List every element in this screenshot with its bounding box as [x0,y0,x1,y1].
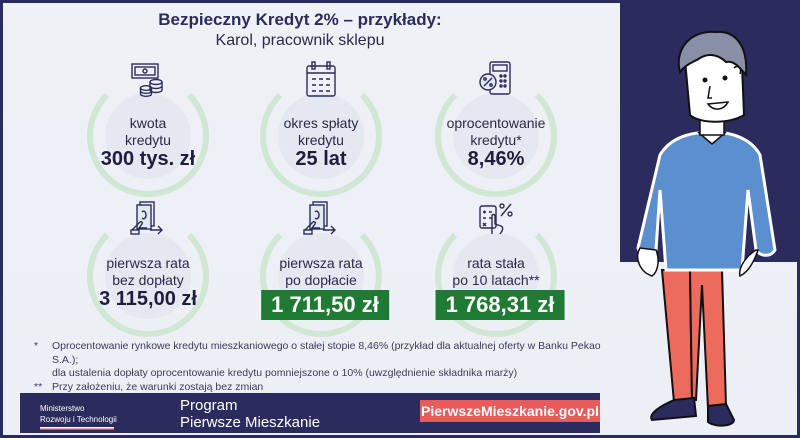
footnote: ** Przy założeniu, że warunki zostają be… [34,381,614,395]
progress-ring [435,215,557,337]
footnote: dla ustalenia dopłaty oprocentowanie kre… [34,367,614,381]
footnote-mark [34,367,52,381]
ministry-name-line1: Ministerstwo [40,404,85,413]
calculator-hand-percent-icon [479,203,513,235]
card-label-line1: oprocentowanie [446,115,546,131]
card-disc [105,233,191,319]
card-label-line1: kwota [129,115,167,131]
card-value: 8,46% [467,148,525,170]
card-label-line1: okres spłaty [283,115,359,131]
card-value-highlight: 1 711,50 zł [261,290,389,320]
progress-ring [260,75,382,197]
card-label-line2: kredytu* [470,132,522,148]
progress-ring [87,75,209,197]
card-label-line1: pierwsza rata [106,255,190,271]
program-name: Program Pierwsze Mieszkanie [180,397,320,431]
footnotes: * Oprocentowanie rynkowe kredytu mieszka… [34,340,614,394]
card-first-installment-with-subsidy: pierwsza rata po dopłacie 1 711,50 zł [245,200,405,337]
progress-ring [260,215,382,337]
man-illustration [636,30,777,427]
hand-payment-icon [130,201,163,235]
card-label-line2: kredytu [125,132,171,148]
footnote: * Oprocentowanie rynkowe kredytu mieszka… [34,340,614,367]
card-loan-amount: kwota kredytu 300 tys. zł [72,60,232,197]
card-disc [453,93,539,179]
program-name-line1: Program [180,397,238,414]
progress-ring [435,75,557,197]
money-coins-icon [131,63,163,98]
card-label-line2: kredytu [298,132,344,148]
card-interest-rate: oprocentowanie kredytu* 8,46% [420,60,580,197]
card-fixed-installment-after-10-years: rata stała po 10 latach** 1 768,31 zł [420,200,580,337]
card-label-line1: pierwsza rata [279,255,363,271]
footer-bar: Ministerstwo Rozwoju i Technologii Progr… [20,393,600,433]
flag-stripe [40,427,114,430]
card-value: 25 lat [295,148,347,170]
ministry-name-line2: Rozwoju i Technologii [40,415,117,424]
page-subtitle: Karol, pracownik sklepu [215,32,385,49]
card-value: 3 115,00 zł [99,288,197,310]
card-disc [278,93,364,179]
page-title: Bezpieczny Kredyt 2% – przykłady: [158,10,442,29]
card-disc [105,93,191,179]
footnote-text: Przy założeniu, że warunki zostają bez z… [52,380,264,393]
card-value-highlight: 1 768,31 zł [435,290,565,320]
card-label-line1: rata stała [467,255,525,271]
footnote-text: dla ustalenia dopłaty oprocentowanie kre… [52,367,518,379]
footnote-mark: ** [34,380,43,393]
program-name-line2: Pierwsze Mieszkanie [180,414,321,431]
hand-payment-icon [303,201,336,235]
card-label-line2: po 10 latach** [452,272,540,288]
card-first-installment-without-subsidy: pierwsza rata bez dopłaty 3 115,00 zł [72,200,232,337]
website-link[interactable]: PierwszeMieszkanie.gov.pl [420,400,600,422]
card-label-line2: bez dopłaty [112,272,184,288]
card-loan-period: okres spłaty kredytu 25 lat [245,60,405,197]
card-label-line2: po dopłacie [285,272,357,288]
calendar-icon [306,61,336,97]
footnote-text: Oprocentowanie rynkowe kredytu mieszkani… [52,340,601,366]
footnote-mark: * [34,340,39,352]
ministry-logo: Ministerstwo Rozwoju i Technologii [40,403,117,425]
calculator-percent-icon [479,61,511,95]
card-value: 300 tys. zł [100,148,196,170]
progress-ring [87,215,209,337]
